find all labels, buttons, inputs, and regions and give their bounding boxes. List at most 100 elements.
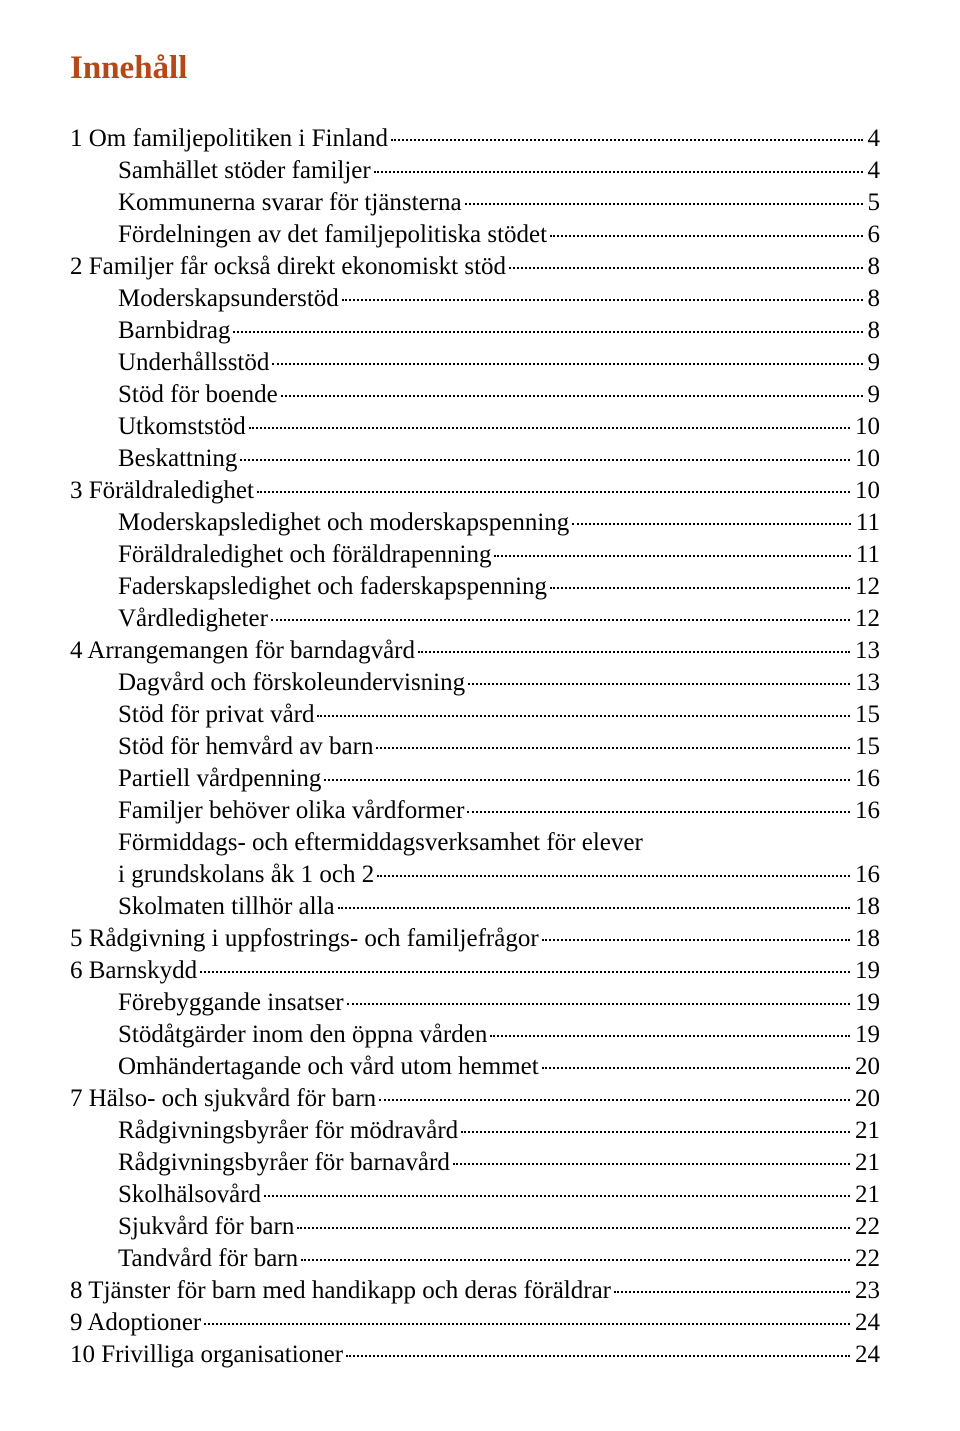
toc-entry: Underhållsstöd9 [118,347,880,379]
toc-label: 7 Hälso- och sjukvård för barn [70,1083,376,1115]
toc-leader [468,683,850,685]
toc-leader [453,1163,850,1165]
toc-leader [233,331,862,333]
toc-page-number: 10 [853,411,880,443]
toc-leader [301,1259,850,1261]
toc-entry: Stöd för hemvård av barn 15 [118,731,880,763]
toc-page-number: 21 [853,1179,880,1211]
toc-page-number: 19 [853,987,880,1019]
toc-label: 2 Familjer får också direkt ekonomiskt s… [70,251,506,283]
toc-entry: Vårdledigheter 12 [118,603,880,635]
toc-page-number: 21 [853,1115,880,1147]
toc-entry: Utkomststöd10 [118,411,880,443]
toc-label: 8 Tjänster för barn med handikapp och de… [70,1275,611,1307]
toc-page-number: 4 [866,123,881,155]
toc-label: Förebyggande insatser [118,987,344,1019]
toc-label: 6 Barnskydd [70,955,197,987]
toc-entry: 7 Hälso- och sjukvård för barn20 [70,1083,880,1115]
toc-entry: Omhändertagande och vård utom hemmet20 [118,1051,880,1083]
toc-page-number: 22 [853,1243,880,1275]
toc-leader [542,939,850,941]
toc-page-number: 23 [853,1275,880,1307]
toc-leader [281,395,863,397]
toc-entry: Fördelningen av det familjepolitiska stö… [118,219,880,251]
toc-label: Vårdledigheter [118,603,268,635]
toc-entry: Moderskapsunderstöd8 [118,283,880,315]
page: Innehåll 1 Om familjepolitiken i Finland… [0,0,960,1431]
toc-leader [461,1131,850,1133]
toc-label: 3 Föräldraledighet [70,475,254,507]
toc-page-number: 11 [854,539,880,571]
toc-label: Föräldraledighet och föräldrapenning [118,539,491,571]
toc-entry: 9 Adoptioner24 [70,1307,880,1339]
toc-leader [204,1323,850,1325]
toc-leader [374,171,863,173]
toc-label: Stöd för privat vård [118,699,314,731]
toc-page-number: 11 [854,507,880,539]
toc-label: Partiell vårdpenning [118,763,321,795]
toc-label: 1 Om familjepolitiken i Finland [70,123,388,155]
toc-page-number: 22 [853,1211,880,1243]
toc-label: 4 Arrangemangen för barndagvård [70,635,415,667]
toc-page-number: 8 [866,251,881,283]
toc-entry: 10 Frivilliga organisationer24 [70,1339,880,1371]
toc-page-number: 8 [866,283,881,315]
toc-leader [467,811,850,813]
toc-page-number: 24 [853,1307,880,1339]
toc-leader [550,235,862,237]
table-of-contents: 1 Om familjepolitiken i Finland4Samhälle… [70,123,880,1371]
toc-label: Kommunerna svarar för tjänsterna [118,187,462,219]
toc-leader [264,1195,850,1197]
toc-page-number: 15 [853,699,880,731]
toc-entry: Moderskapsledighet och moderskapspenning… [118,507,880,539]
toc-leader [200,971,850,973]
toc-leader [324,779,850,781]
toc-entry: 5 Rådgivning i uppfostrings- och familje… [70,923,880,955]
toc-entry: Kommunerna svarar för tjänsterna5 [118,187,880,219]
toc-entry: Stöd för boende 9 [118,379,880,411]
toc-label: Stöd för boende [118,379,278,411]
toc-page-number: 12 [853,603,880,635]
toc-entry: Partiell vårdpenning16 [118,763,880,795]
toc-page-number: 18 [853,891,880,923]
toc-leader [338,907,850,909]
toc-page-number: 24 [853,1339,880,1371]
toc-label: Familjer behöver olika vårdformer [118,795,464,827]
toc-entry: 2 Familjer får också direkt ekonomiskt s… [70,251,880,283]
toc-label: Fördelningen av det familjepolitiska stö… [118,219,547,251]
toc-leader [509,267,862,269]
toc-page-number: 15 [853,731,880,763]
toc-page-number: 16 [853,859,880,891]
toc-label: Stöd för hemvård av barn [118,731,373,763]
toc-entry: 6 Barnskydd19 [70,955,880,987]
toc-page-number: 16 [853,795,880,827]
toc-label: Dagvård och förskoleundervisning [118,667,465,699]
toc-leader [342,299,863,301]
toc-label: Beskattning [118,443,237,475]
toc-leader [542,1067,850,1069]
toc-page-number: 10 [853,475,880,507]
toc-page-number: 6 [866,219,881,251]
toc-entry: 4 Arrangemangen för barndagvård13 [70,635,880,667]
toc-label: Stödåtgärder inom den öppna vården [118,1019,487,1051]
toc-label: i grundskolans åk 1 och 2 [118,859,374,891]
toc-leader [317,715,850,717]
toc-entry: 3 Föräldraledighet 10 [70,475,880,507]
toc-entry: Förebyggande insatser 19 [118,987,880,1019]
toc-page-number: 4 [866,155,881,187]
toc-label: Rådgivningsbyråer för mödravård [118,1115,458,1147]
toc-entry: Familjer behöver olika vårdformer 16 [118,795,880,827]
toc-leader [494,555,850,557]
toc-entry: Skolhälsovård21 [118,1179,880,1211]
toc-entry: Dagvård och förskoleundervisning13 [118,667,880,699]
toc-leader [297,1227,850,1229]
toc-leader [391,139,862,141]
toc-page-number: 9 [866,347,881,379]
toc-page-number: 9 [866,379,881,411]
toc-label: Skolmaten tillhör alla [118,891,335,923]
toc-entry: Barnbidrag8 [118,315,880,347]
toc-leader [249,427,850,429]
toc-leader [346,1355,850,1357]
toc-entry-continuation: i grundskolans åk 1 och 2 16 [118,859,880,891]
toc-entry: Skolmaten tillhör alla 18 [118,891,880,923]
